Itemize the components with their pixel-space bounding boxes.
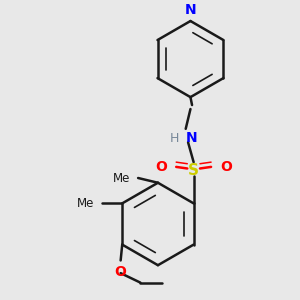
Text: S: S: [188, 163, 199, 178]
Text: Me: Me: [113, 172, 130, 184]
Text: H: H: [170, 132, 179, 145]
Text: O: O: [156, 160, 167, 174]
Text: Me: Me: [77, 197, 94, 210]
Text: O: O: [220, 160, 232, 174]
Text: O: O: [115, 265, 127, 279]
Text: N: N: [184, 3, 196, 17]
Text: N: N: [186, 131, 197, 146]
